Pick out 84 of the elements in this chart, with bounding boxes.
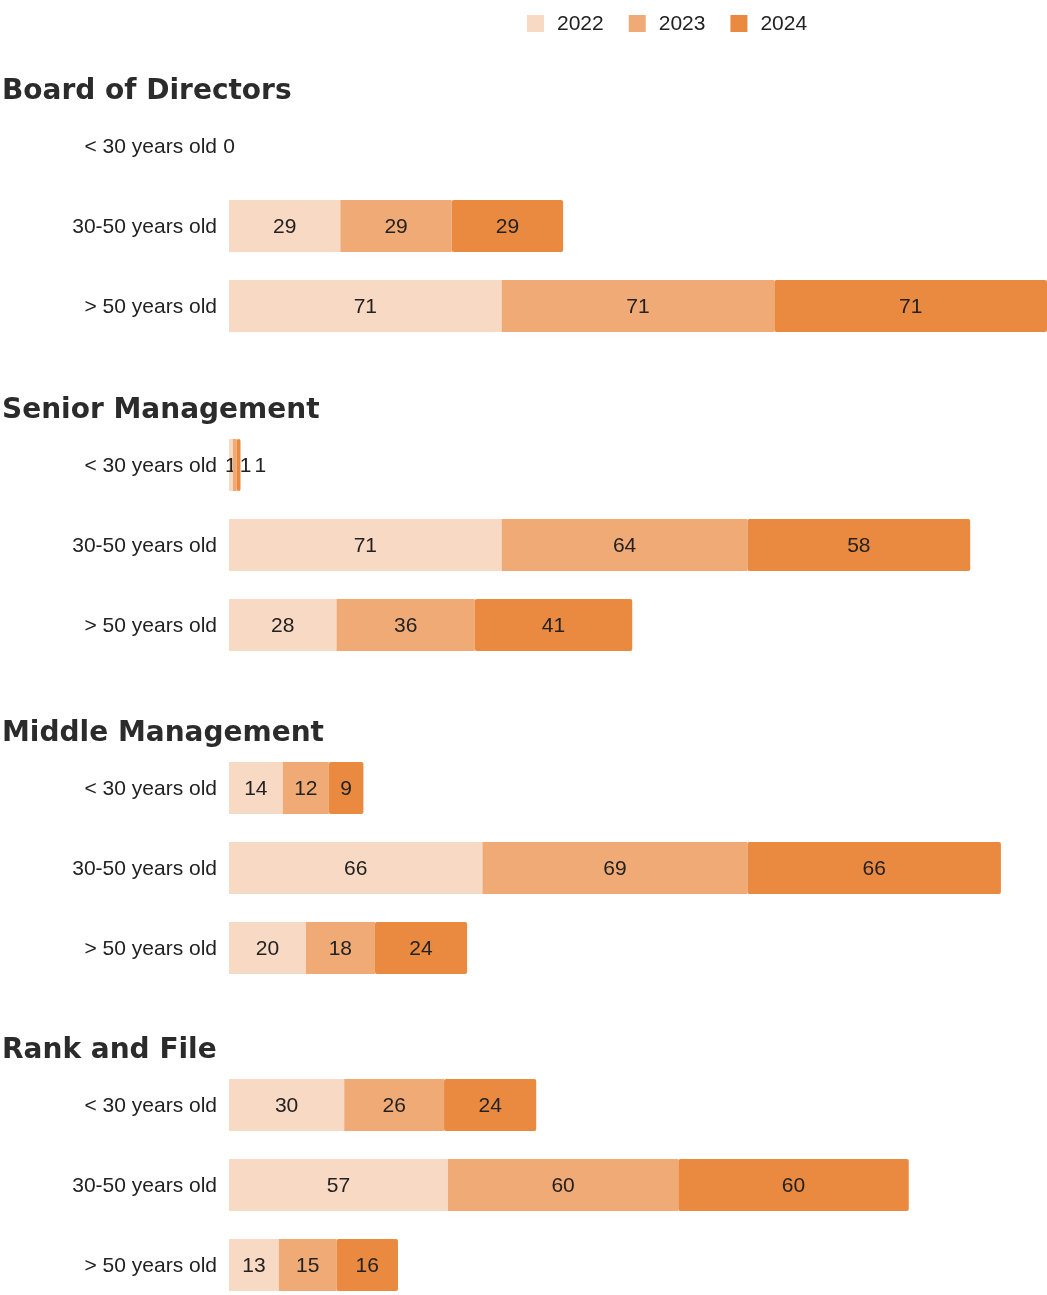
chart-title: Senior Management [2, 391, 320, 425]
y-tick-label: < 30 years old [84, 453, 217, 477]
y-tick-label: > 50 years old [84, 936, 217, 960]
data-label: 30 [274, 1093, 299, 1117]
data-label: 57 [326, 1173, 351, 1197]
bar [282, 762, 329, 814]
data-label: 41 [541, 613, 566, 637]
data-label: 66 [344, 856, 368, 880]
legend-label: 2023 [658, 11, 706, 35]
y-tick-label: > 50 years old [84, 294, 217, 318]
bar [305, 922, 375, 974]
bar [229, 842, 483, 894]
data-label: 60 [551, 1173, 575, 1197]
bar [229, 922, 306, 974]
chart-title: Rank and File [2, 1031, 217, 1065]
data-label: 36 [393, 613, 418, 637]
bar [229, 1159, 448, 1211]
chart-title: Board of Directors [2, 72, 292, 106]
y-tick-label: > 50 years old [84, 613, 217, 637]
y-tick-label: 30-50 years old [72, 214, 217, 238]
data-label: 58 [847, 533, 871, 557]
bar [232, 439, 237, 491]
bar [229, 599, 337, 651]
y-tick-label: > 50 years old [84, 1253, 217, 1277]
bar [229, 519, 502, 571]
data-label: 66 [862, 856, 886, 880]
bar [747, 842, 1001, 894]
data-label: 71 [898, 294, 923, 318]
data-label: 64 [612, 533, 637, 557]
y-tick-label: < 30 years old [84, 1093, 217, 1117]
data-label: 60 [781, 1173, 806, 1197]
bar [336, 1239, 398, 1291]
bar [336, 599, 475, 651]
bar [774, 280, 1047, 332]
bar [278, 1239, 337, 1291]
data-label: 71 [626, 294, 650, 318]
legend-label: 2022 [557, 11, 604, 35]
y-tick-label: < 30 years old [84, 134, 217, 158]
y-tick-label: 30-50 years old [72, 1173, 217, 1197]
data-label: 12 [294, 776, 318, 800]
bar [747, 519, 971, 571]
chart-title: Middle Management [2, 714, 324, 748]
bar [229, 1239, 279, 1291]
y-tick-label: 30-50 years old [72, 856, 217, 880]
data-label: 9 [340, 776, 352, 800]
data-label: 0 [223, 134, 235, 158]
y-tick-label: 30-50 years old [72, 533, 217, 557]
bar [229, 200, 341, 252]
data-label: 71 [353, 533, 378, 557]
legend-label: 2024 [760, 11, 808, 35]
bar [340, 200, 452, 252]
bar [474, 599, 633, 651]
data-label: 26 [382, 1093, 406, 1117]
bar [501, 519, 748, 571]
bar [447, 1159, 679, 1211]
bar [229, 1079, 345, 1131]
bar [229, 762, 283, 814]
data-label: 28 [271, 613, 295, 637]
bar [229, 280, 502, 332]
data-label: 16 [355, 1253, 379, 1277]
data-label: 71 [353, 294, 378, 318]
data-label: 1 [239, 453, 252, 477]
bar [444, 1079, 537, 1131]
data-label: 18 [328, 936, 353, 960]
data-label: 20 [255, 936, 280, 960]
y-tick-label: < 30 years old [84, 776, 217, 800]
data-label: 69 [603, 856, 627, 880]
bar [328, 762, 364, 814]
data-label: 13 [242, 1253, 266, 1277]
data-label: 1 [254, 453, 267, 477]
bar [501, 280, 775, 332]
bar [236, 439, 241, 491]
data-label: 24 [478, 1093, 503, 1117]
data-label: 29 [495, 214, 520, 238]
bar [678, 1159, 909, 1211]
data-label: 29 [384, 214, 408, 238]
data-label: 29 [273, 214, 297, 238]
bar [344, 1079, 445, 1131]
data-label: 14 [244, 776, 268, 800]
data-label: 15 [296, 1253, 320, 1277]
data-label: 24 [409, 936, 434, 960]
bar [482, 842, 748, 894]
bar [451, 200, 564, 252]
bar [374, 922, 468, 974]
